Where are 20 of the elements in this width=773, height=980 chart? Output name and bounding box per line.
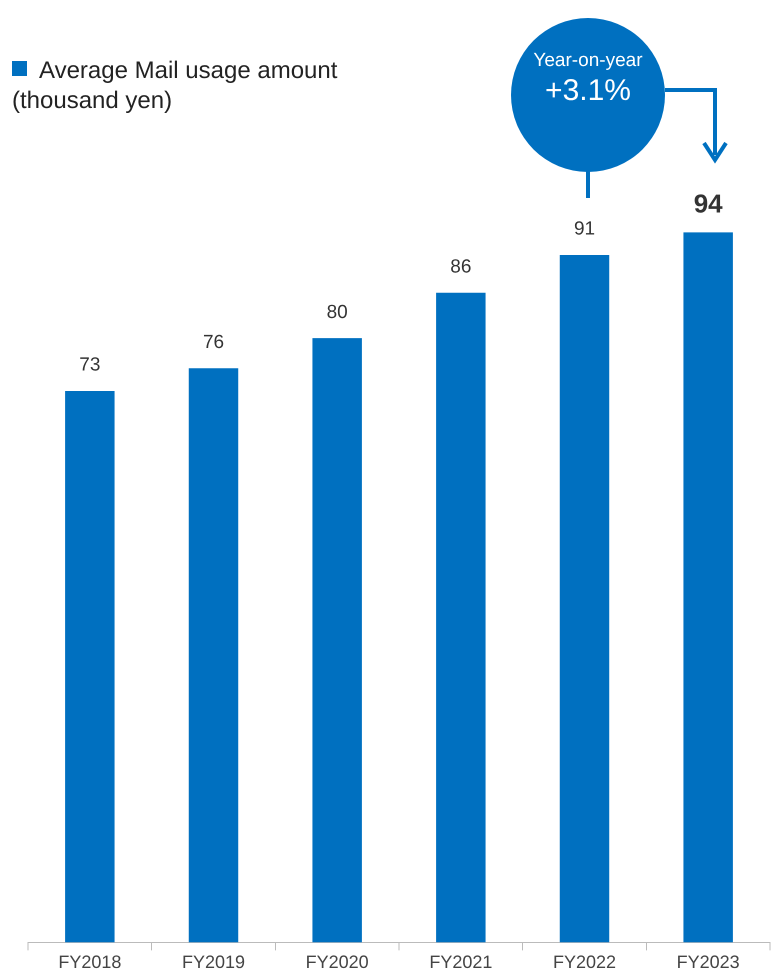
bar <box>312 338 362 942</box>
x-tick-label: FY2020 <box>306 952 369 972</box>
x-tick-label: FY2019 <box>182 952 246 972</box>
x-tick-label: FY2021 <box>429 952 492 972</box>
bar <box>560 254 610 942</box>
x-tick-label: FY2022 <box>552 952 616 972</box>
x-tick-label: FY2023 <box>676 952 740 972</box>
legend-label: Average Mail usage amount (thousand yen) <box>12 56 338 116</box>
data-label: 91 <box>574 218 596 240</box>
bar <box>683 232 733 942</box>
bar <box>188 368 238 942</box>
x-tick-label: FY2018 <box>58 952 122 972</box>
circle-callout: Year-on-year +3.1% <box>511 18 665 172</box>
data-label: 76 <box>202 332 224 354</box>
data-label: 94 <box>694 188 724 218</box>
bar <box>436 292 486 942</box>
bar <box>65 390 115 942</box>
data-label: 80 <box>326 302 348 323</box>
data-label: 86 <box>450 256 472 278</box>
data-label: 73 <box>79 354 100 376</box>
